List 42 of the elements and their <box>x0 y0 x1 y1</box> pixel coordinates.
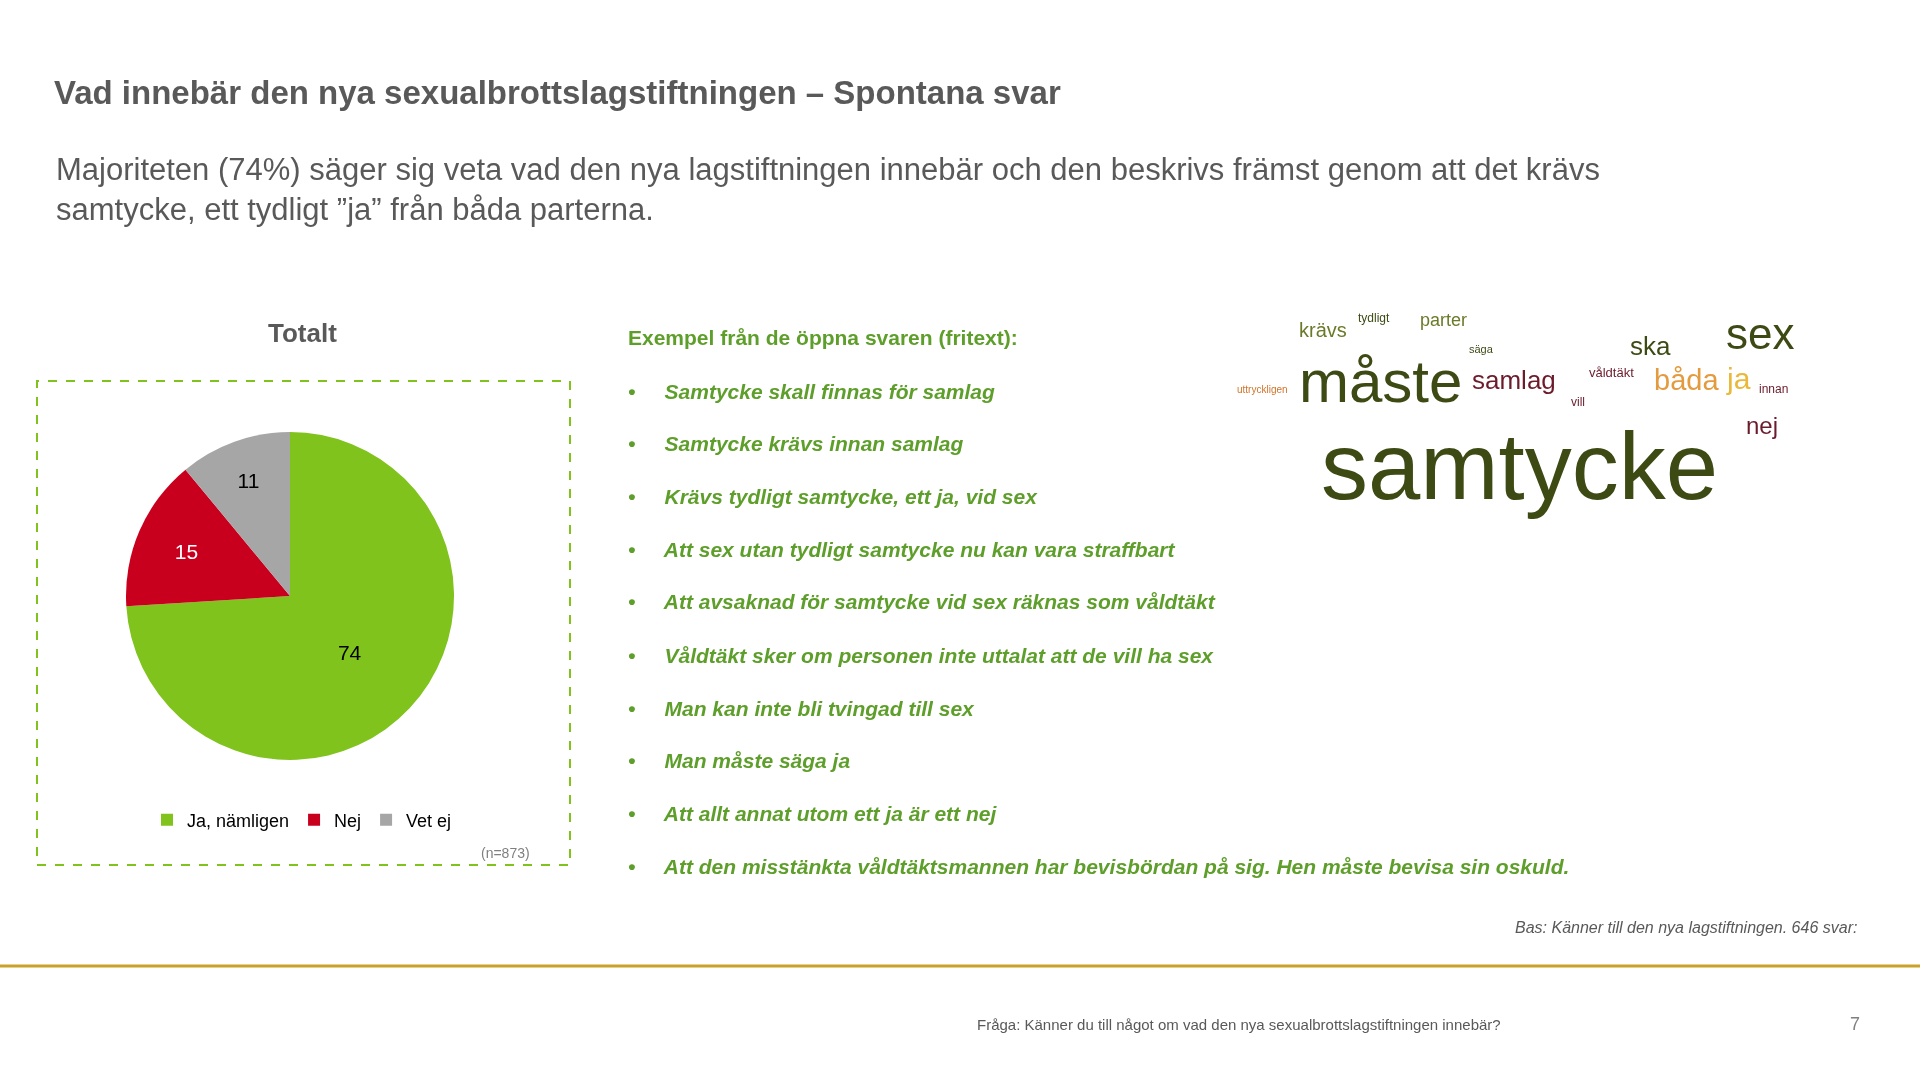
text: samtycke <box>1321 414 1718 519</box>
text: • Våldtäkt sker om personen inte uttalat att de vill ha sex <box>628 644 1215 667</box>
text: (n=873) <box>481 845 530 861</box>
text: • Samtycke krävs innan samlag <box>628 432 964 455</box>
text: vill <box>1571 395 1585 409</box>
text: båda <box>1654 364 1720 396</box>
text: säga <box>1469 343 1494 355</box>
legend-label: Ja, nämligen <box>187 810 290 831</box>
text: måste <box>1299 348 1463 415</box>
text: parter <box>1420 310 1468 330</box>
text: Exempel från de öppna svaren (fritext): <box>628 326 1018 349</box>
text: Majoriteten (74%) säger sig veta vad den nya lagstiftningen innebär och den beskrivs främst genom att det krävs samtycke, ett tydligt ”ja” från båda parterna. <box>56 152 1600 228</box>
pie-slice <box>126 432 454 760</box>
text: 7 <box>1850 1014 1861 1034</box>
legend-label: Vet ej <box>406 810 452 831</box>
text: • Samtycke skall finnas för samlag <box>628 380 996 403</box>
text: • Man måste säga ja <box>628 749 851 772</box>
text: • Krävs tydligt samtycke, ett ja, vid sex <box>628 485 1039 508</box>
text: innan <box>1759 382 1789 396</box>
text: Vad innebär den nya sexualbrottslagstiftningen – Spontana svar <box>54 73 1061 111</box>
text: nej <box>1746 412 1779 439</box>
text: • Man kan inte bli tvingad till sex <box>628 697 976 720</box>
text: ska <box>1630 331 1671 361</box>
text: krävs <box>1299 319 1347 341</box>
text: • Att sex utan tydligt samtycke nu kan vara straffbart <box>628 538 1176 561</box>
data-label: 11 <box>237 469 260 493</box>
text: sex <box>1726 309 1795 358</box>
text: Totalt <box>268 318 338 348</box>
text: • Att den misstänkta våldtäktsmannen har bevisbördan på sig. Hen måste bevisa sin oskuld. <box>628 855 1570 878</box>
text: • Att avsaknad för samtycke vid sex räknas som våldtäkt <box>628 590 1216 613</box>
legend-label: Nej <box>334 810 362 831</box>
text: våldtäkt <box>1589 365 1635 380</box>
text: • Att allt annat utom ett ja är ett nej <box>628 802 998 825</box>
data-label: 15 <box>174 539 199 563</box>
text: Fråga: Känner du till något om vad den nya sexualbrottslagstiftningen innebär? <box>977 1016 1501 1033</box>
text: Bas: Känner till den nya lagstiftningen. 646 svar: <box>1515 919 1858 936</box>
text: samlag <box>1472 365 1556 395</box>
text: ja <box>1726 362 1751 395</box>
pie-slice <box>126 469 290 607</box>
text: uttryckligen <box>1237 384 1288 395</box>
text: tydligt <box>1358 311 1391 325</box>
data-label: 74 <box>337 640 362 664</box>
